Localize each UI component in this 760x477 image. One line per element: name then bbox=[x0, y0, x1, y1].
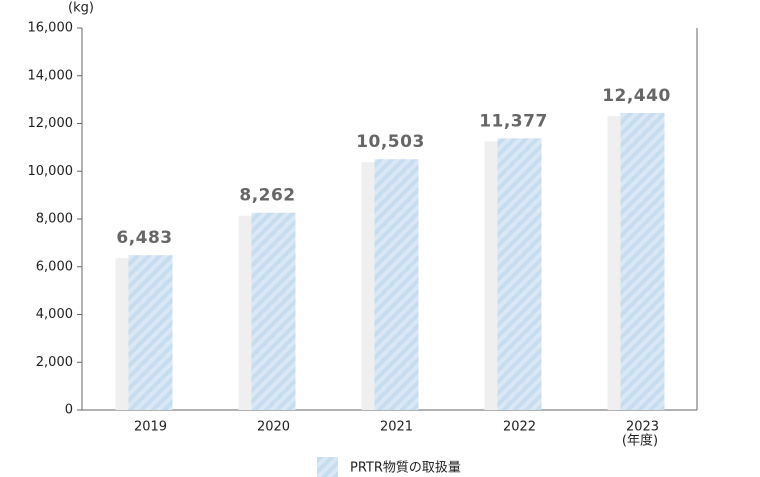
legend-label: PRTR物質の取扱量 bbox=[350, 461, 461, 476]
x-tick-label: 2023 bbox=[626, 420, 659, 435]
value-label: 12,440 bbox=[602, 86, 671, 106]
bar-shadow bbox=[115, 258, 130, 410]
y-tick-label: 0 bbox=[65, 403, 73, 418]
y-tick-label: 12,000 bbox=[28, 116, 74, 131]
bar bbox=[374, 159, 419, 410]
bar-shadow bbox=[238, 215, 253, 410]
bar bbox=[128, 255, 173, 410]
legend-swatch bbox=[317, 457, 338, 477]
bar bbox=[497, 138, 542, 410]
x-tick-label: 2022 bbox=[503, 420, 536, 435]
y-axis-label: (kg) bbox=[68, 1, 94, 16]
y-tick-label: 10,000 bbox=[28, 164, 74, 179]
x-tick-label: 2020 bbox=[257, 420, 290, 435]
bar-shadow bbox=[484, 141, 499, 410]
y-tick-label: 4,000 bbox=[36, 307, 73, 322]
y-tick-label: 8,000 bbox=[36, 212, 73, 227]
x-tick-label: 2021 bbox=[380, 420, 413, 435]
x-axis-label: (年度) bbox=[622, 433, 658, 449]
y-tick-label: 2,000 bbox=[36, 355, 73, 370]
bar bbox=[251, 212, 296, 410]
y-tick-label: 6,000 bbox=[36, 259, 73, 274]
bar bbox=[620, 112, 665, 411]
x-tick-label: 2019 bbox=[134, 420, 167, 435]
value-label: 10,503 bbox=[356, 132, 425, 152]
bar-shadow bbox=[607, 115, 622, 411]
y-tick-label: 16,000 bbox=[28, 21, 74, 36]
value-label: 11,377 bbox=[479, 111, 548, 131]
value-label: 6,483 bbox=[116, 228, 172, 248]
value-label: 8,262 bbox=[239, 186, 295, 206]
bar-shadow bbox=[361, 162, 376, 410]
y-tick-label: 14,000 bbox=[28, 68, 74, 83]
